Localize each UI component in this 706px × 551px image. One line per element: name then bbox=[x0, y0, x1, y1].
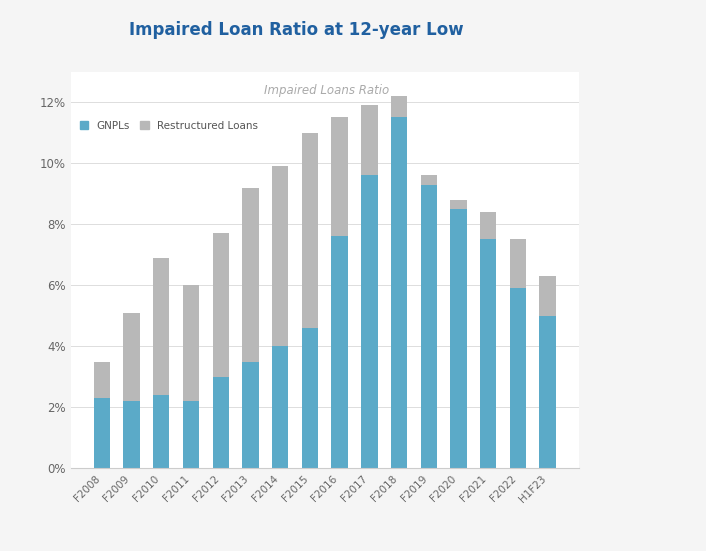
Bar bbox=[391, 117, 407, 468]
Bar bbox=[213, 234, 229, 377]
Bar bbox=[272, 346, 288, 468]
Bar bbox=[94, 361, 110, 398]
Bar bbox=[213, 377, 229, 468]
Bar bbox=[391, 96, 407, 117]
Bar bbox=[153, 258, 169, 395]
Bar bbox=[539, 316, 556, 468]
Bar bbox=[153, 395, 169, 468]
Bar bbox=[539, 276, 556, 316]
Legend: GNPLs, Restructured Loans: GNPLs, Restructured Loans bbox=[76, 116, 262, 135]
Bar bbox=[183, 285, 199, 401]
Bar bbox=[450, 200, 467, 209]
Bar bbox=[242, 361, 258, 468]
Text: Impaired Loan Ratio at 12-year Low: Impaired Loan Ratio at 12-year Low bbox=[129, 21, 464, 39]
Bar bbox=[94, 398, 110, 468]
Bar bbox=[331, 236, 348, 468]
Bar bbox=[124, 401, 140, 468]
Bar bbox=[510, 288, 526, 468]
Bar bbox=[480, 240, 496, 468]
Bar bbox=[331, 117, 348, 236]
Bar bbox=[242, 187, 258, 361]
Bar bbox=[301, 328, 318, 468]
Bar bbox=[421, 185, 437, 468]
Bar bbox=[183, 401, 199, 468]
Bar bbox=[480, 212, 496, 240]
Bar bbox=[301, 133, 318, 328]
Bar bbox=[510, 240, 526, 288]
Bar bbox=[450, 209, 467, 468]
Bar bbox=[361, 105, 378, 175]
Bar bbox=[272, 166, 288, 346]
Bar bbox=[124, 313, 140, 401]
Bar bbox=[361, 175, 378, 468]
Bar bbox=[421, 175, 437, 185]
Text: Impaired Loans Ratio: Impaired Loans Ratio bbox=[264, 84, 389, 96]
